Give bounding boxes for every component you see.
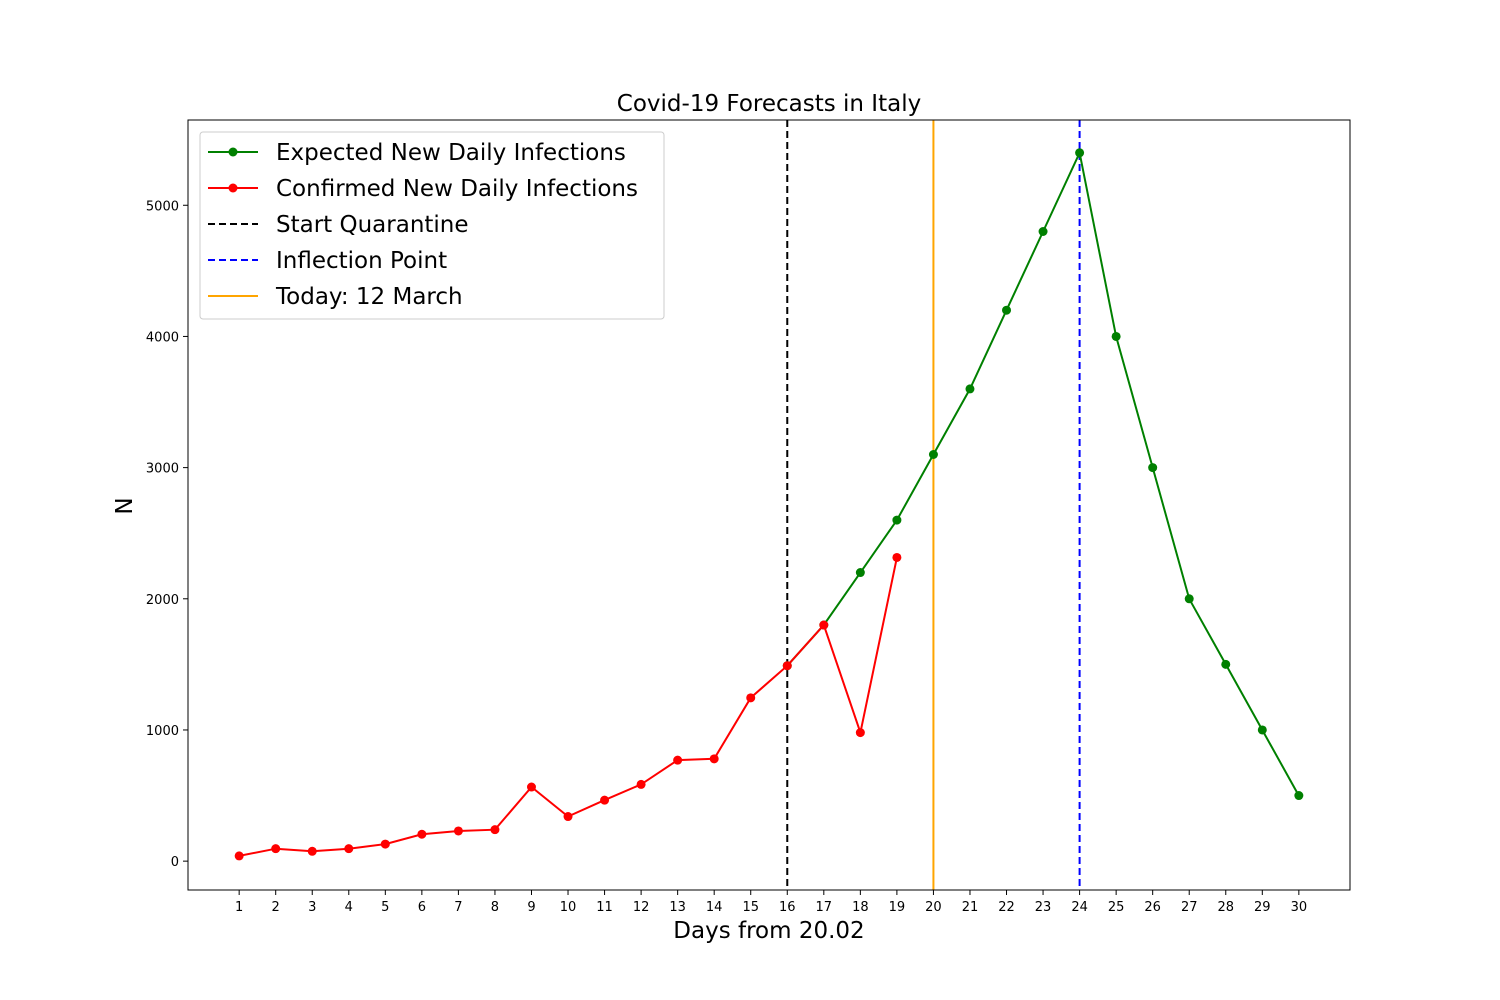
data-point-confirmed-new-daily-infections [782, 661, 792, 671]
x-tick-label: 30 [1291, 900, 1308, 915]
y-tick-label: 2000 [146, 593, 179, 608]
data-point-expected-new-daily-infections [1294, 791, 1304, 801]
series-line-confirmed-new-daily-infections [239, 557, 898, 857]
x-tick-label: 11 [596, 900, 613, 915]
x-tick-label: 17 [816, 900, 833, 915]
x-tick-label: 19 [889, 900, 906, 915]
data-point-confirmed-new-daily-infections [673, 755, 683, 765]
data-point-confirmed-new-daily-infections [746, 693, 756, 703]
data-point-expected-new-daily-infections [892, 515, 902, 525]
x-tick-label: 14 [706, 900, 723, 915]
x-tick-label: 5 [381, 900, 389, 915]
x-tick-label: 3 [308, 900, 316, 915]
data-point-expected-new-daily-infections [1075, 148, 1085, 158]
x-tick-label: 29 [1254, 900, 1271, 915]
legend: Expected New Daily Infections Confirmed N… [199, 131, 665, 320]
data-point-confirmed-new-daily-infections [453, 826, 463, 836]
y-tick-label: 1000 [146, 724, 179, 739]
data-point-expected-new-daily-infections [1257, 725, 1267, 735]
x-tick-label: 6 [418, 900, 426, 915]
x-tick-label: 10 [560, 900, 577, 915]
plot-frame [187, 119, 1351, 891]
data-point-confirmed-new-daily-infections [855, 728, 865, 738]
legend-label: Confirmed New Daily Infections [276, 176, 638, 202]
data-point-confirmed-new-daily-infections [490, 825, 500, 835]
data-point-expected-new-daily-infections [1111, 331, 1121, 341]
data-point-confirmed-new-daily-infections [307, 846, 317, 856]
data-point-confirmed-new-daily-infections [271, 844, 281, 854]
data-point-expected-new-daily-infections [1148, 463, 1158, 473]
x-tick-label: 9 [527, 900, 535, 915]
x-tick-label: 7 [454, 900, 462, 915]
x-tick-label: 13 [669, 900, 686, 915]
x-tick-label: 22 [998, 900, 1015, 915]
legend-label: Expected New Daily Infections [276, 140, 626, 166]
x-tick-label: 12 [633, 900, 650, 915]
data-point-confirmed-new-daily-infections [636, 779, 646, 789]
x-tick-label: 25 [1108, 900, 1125, 915]
legend-label: Today: 12 March [275, 284, 463, 310]
legend-label: Inflection Point [276, 248, 447, 274]
data-point-expected-new-daily-infections [1002, 305, 1012, 315]
data-point-expected-new-daily-infections [1038, 226, 1048, 236]
x-tick-label: 2 [272, 900, 280, 915]
data-point-confirmed-new-daily-infections [380, 839, 390, 849]
x-tick-label: 8 [491, 900, 499, 915]
x-tick-label: 15 [742, 900, 759, 915]
x-tick-label: 23 [1035, 900, 1052, 915]
x-tick-label: 26 [1144, 900, 1161, 915]
x-tick-label: 21 [962, 900, 979, 915]
legend-marker [228, 147, 238, 157]
y-axis-label: N [112, 497, 138, 514]
data-point-confirmed-new-daily-infections [563, 812, 573, 822]
data-point-expected-new-daily-infections [928, 449, 938, 459]
x-tick-label: 28 [1217, 900, 1234, 915]
x-tick-label: 4 [345, 900, 353, 915]
y-tick-label: 3000 [146, 462, 179, 477]
x-axis-label: Days from 20.02 [673, 918, 864, 944]
legend-label: Start Quarantine [276, 212, 469, 238]
x-tick-label: 27 [1181, 900, 1198, 915]
y-tick-label: 4000 [146, 330, 179, 345]
x-tick-label: 20 [925, 900, 942, 915]
legend-box [199, 131, 665, 320]
chart-title: Covid-19 Forecasts in Italy [617, 91, 921, 117]
data-point-expected-new-daily-infections [855, 568, 865, 578]
series-line-expected-new-daily-infections [786, 149, 1300, 797]
data-point-confirmed-new-daily-infections [526, 782, 536, 792]
data-point-confirmed-new-daily-infections [600, 795, 610, 805]
data-point-expected-new-daily-infections [965, 384, 975, 394]
data-point-confirmed-new-daily-infections [892, 552, 902, 562]
data-point-confirmed-new-daily-infections [234, 851, 244, 861]
data-point-confirmed-new-daily-infections [344, 844, 354, 854]
x-tick-label: 16 [779, 900, 796, 915]
data-point-confirmed-new-daily-infections [417, 829, 427, 839]
x-tick-label: 1 [235, 900, 243, 915]
data-point-confirmed-new-daily-infections [709, 754, 719, 764]
x-tick-label: 18 [852, 900, 869, 915]
data-point-confirmed-new-daily-infections [819, 620, 829, 630]
x-tick-label: 24 [1071, 900, 1088, 915]
legend-marker [228, 183, 238, 193]
y-tick-label: 0 [171, 855, 179, 870]
y-tick-label: 5000 [146, 199, 179, 214]
data-point-expected-new-daily-infections [1221, 659, 1231, 669]
data-point-expected-new-daily-infections [1184, 594, 1194, 604]
